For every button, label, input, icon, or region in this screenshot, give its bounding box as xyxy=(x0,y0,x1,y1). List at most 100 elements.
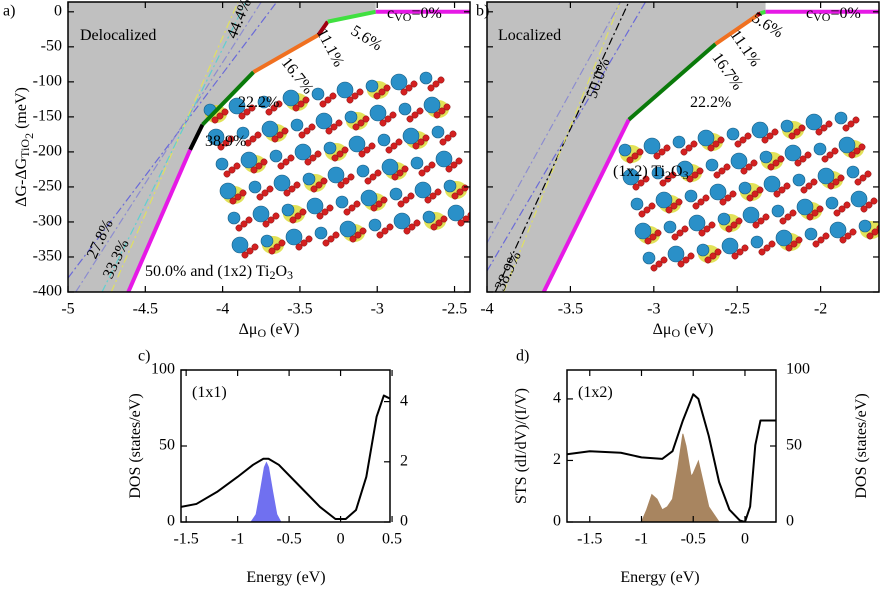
structure-atom-o xyxy=(249,135,257,143)
structure-atom-o xyxy=(413,219,421,227)
structure-atom-o xyxy=(380,196,388,204)
structure-atom-o xyxy=(396,169,404,177)
structure-atom-o xyxy=(752,221,760,229)
structure-atom-ti xyxy=(721,237,739,255)
plot-area xyxy=(181,394,390,522)
structure-atom-o xyxy=(391,173,399,181)
structure-atom-o xyxy=(416,107,424,115)
structure-atom-o xyxy=(435,219,443,227)
structure-atom-o xyxy=(682,256,690,264)
x-tick-label: 0 xyxy=(337,531,345,548)
structure-atom-o xyxy=(670,202,678,210)
structure-atom-o xyxy=(321,208,329,216)
structure-atom-o xyxy=(424,196,432,204)
structure-atom-o xyxy=(314,150,322,158)
structure-atom-o xyxy=(804,151,812,159)
structure-atom-o xyxy=(768,240,776,248)
structure-atom-ti xyxy=(717,212,731,226)
structure-atom-o xyxy=(847,120,855,128)
reference-line xyxy=(101,2,247,292)
structure-atom-o xyxy=(866,232,874,240)
structure-atom-o xyxy=(871,228,879,236)
structure-atom-o xyxy=(293,181,301,189)
structure-atom-o xyxy=(244,139,252,147)
dos-area xyxy=(640,433,720,522)
structure-atom-o xyxy=(842,124,850,132)
y-tick-label: 4 xyxy=(553,390,561,407)
structure-atom-o xyxy=(746,194,754,202)
structure-atom-o xyxy=(375,200,383,208)
annotation: 38.9% xyxy=(205,133,246,150)
structure-atom-ti xyxy=(775,229,793,247)
structure-atom-o xyxy=(859,174,867,182)
structure-atom-o xyxy=(427,84,435,92)
annotation-part: c xyxy=(806,5,813,22)
structure-atom-o xyxy=(222,139,230,147)
structure-atom-o xyxy=(337,181,345,189)
structure-atom-ti xyxy=(377,133,391,147)
structure-atom-o xyxy=(335,119,343,127)
structure-atom-o xyxy=(233,162,241,170)
y-axis-label-part: DOS (states/eV) xyxy=(127,393,144,498)
reference-line xyxy=(503,2,622,292)
structure-atom-o xyxy=(685,144,693,152)
structure-atom-o xyxy=(295,243,303,251)
structure-atom-o xyxy=(831,147,839,155)
annotation: 5.6% xyxy=(348,22,385,54)
structure-atom-o xyxy=(298,131,306,139)
y-axis-label: ΔG-ΔGTiO2 (meV) xyxy=(13,87,36,207)
x-axis-label: ΔμO (eV) xyxy=(239,321,300,340)
structure-atom-o xyxy=(708,221,716,229)
structure-atom-o xyxy=(299,208,307,216)
structure-atom-o xyxy=(798,124,806,132)
structure-atom-o xyxy=(686,175,694,183)
structure-atom-o xyxy=(406,115,414,123)
annotation: (1x2) xyxy=(578,384,613,401)
structure-atom-ti xyxy=(398,102,412,116)
structure-atom-o xyxy=(395,138,403,146)
structure-atom-o xyxy=(707,144,715,152)
structure-atom-o xyxy=(467,211,470,219)
annotation-part: 5.6% xyxy=(749,9,786,41)
structure-atom-o xyxy=(665,206,673,214)
annotation: (1x1) xyxy=(192,384,227,401)
structure-atom-ti xyxy=(804,227,818,241)
structure-atom-o xyxy=(270,104,278,112)
structure-atom-o xyxy=(325,127,333,135)
structure-atom-o xyxy=(357,119,365,127)
structure-atom-o xyxy=(767,163,775,171)
shaded-region xyxy=(68,2,376,292)
structure-atom-o xyxy=(741,244,749,252)
y-tick-label: -150 xyxy=(33,108,62,125)
annotation-part: 38.9% xyxy=(205,133,246,150)
annotation-part: 22.2% xyxy=(238,94,279,111)
structure-atom-o xyxy=(407,192,415,200)
structure-atom-o xyxy=(390,142,398,150)
structure-atom-o xyxy=(751,190,759,198)
structure-atom-o xyxy=(632,183,640,191)
structure-atom-o xyxy=(281,127,289,135)
structure-atom-o xyxy=(852,116,860,124)
structure-atom-o xyxy=(690,140,698,148)
annotation-part: Delocalized xyxy=(80,27,156,44)
structure-atom-o xyxy=(302,96,310,104)
y-tick-label: 100 xyxy=(151,361,175,378)
structure-atom-o xyxy=(457,219,465,227)
structure-atom-o xyxy=(750,159,758,167)
structure-atom-ti xyxy=(622,168,640,186)
structure-atom-o xyxy=(822,232,830,240)
series-line xyxy=(252,33,320,74)
series-line xyxy=(760,9,767,16)
x-axis-label-part: Energy (eV) xyxy=(620,569,699,586)
shaded-region xyxy=(487,2,766,292)
series-line xyxy=(201,70,255,126)
annotation: Delocalized xyxy=(80,27,156,44)
structure-atom-o xyxy=(644,237,652,245)
structure-atom-o xyxy=(211,116,219,124)
structure-atom-ti xyxy=(219,182,237,200)
structure-atom-ti xyxy=(813,142,827,156)
y2-axis-label-part: DOS (states/eV) xyxy=(853,393,870,498)
structure-atom-ti xyxy=(302,172,316,186)
structure-atom-o xyxy=(731,252,739,260)
structure-atom-ti xyxy=(294,143,312,161)
